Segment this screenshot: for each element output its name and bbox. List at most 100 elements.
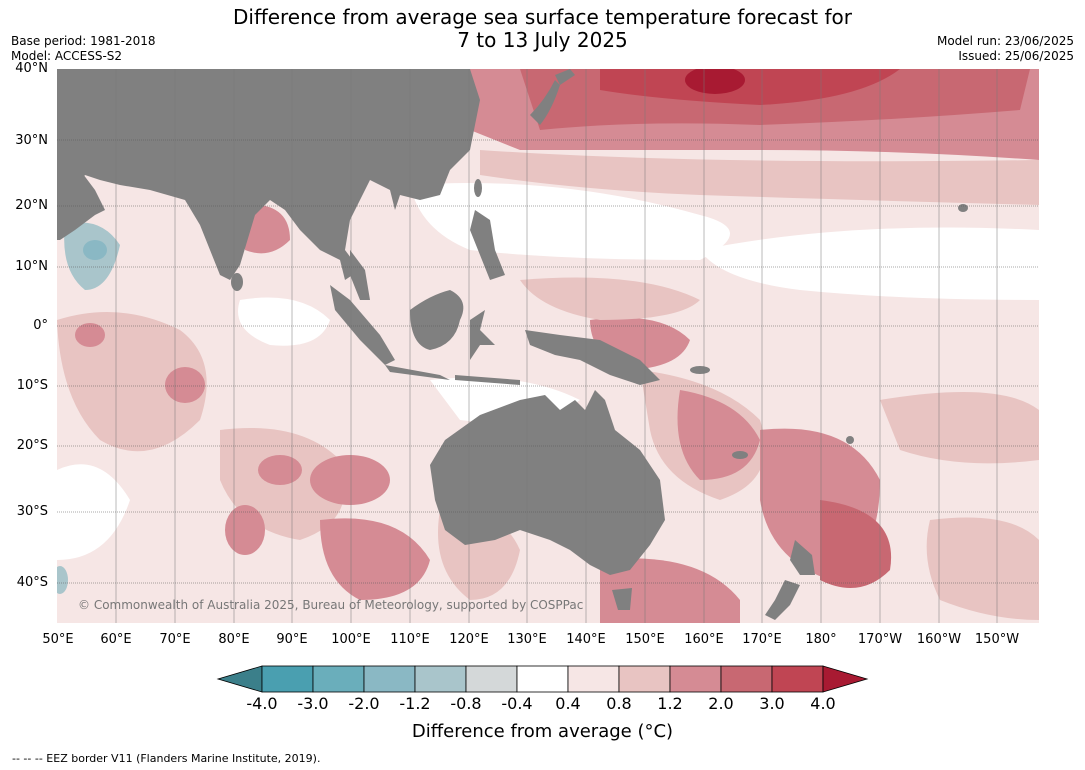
near-average-indian-equator	[238, 297, 330, 346]
colorbar-segment	[312, 665, 365, 693]
lon-label-60e: 60°E	[100, 632, 132, 647]
warm-patch-southeast-australia	[600, 558, 740, 623]
warm-patch-southwest-australia	[320, 518, 430, 600]
map-meridians	[115, 69, 998, 623]
colorbar-tick: 4.0	[810, 694, 836, 713]
peak-anomaly-patch	[685, 69, 745, 94]
subtropical-band	[480, 150, 1039, 205]
borneo	[410, 290, 464, 350]
lon-label-50e: 50°E	[42, 632, 74, 647]
new-zealand-north-island	[790, 540, 815, 575]
copyright-notice: © Commonwealth of Australia 2025, Bureau…	[78, 598, 584, 612]
sulawesi	[470, 310, 495, 360]
lon-label-150w: 150°W	[974, 632, 1020, 647]
new-caledonia	[732, 451, 748, 459]
lat-label-20s: 20°S	[16, 438, 48, 453]
lon-label-170e: 170°E	[742, 632, 782, 647]
lon-label-70e: 70°E	[159, 632, 191, 647]
warm-spot-indian-3	[310, 455, 390, 505]
lat-label-10n: 10°N	[15, 259, 48, 274]
warm-spot-indian-5	[258, 455, 302, 485]
colorbar-tick: -1.2	[399, 694, 431, 713]
near-average-central-pacific	[700, 227, 1039, 300]
colorbar-segment	[261, 665, 314, 693]
colorbar-segment	[669, 665, 722, 693]
colorbar-segment	[516, 665, 569, 693]
colorbar	[216, 665, 869, 693]
solomon-islands	[690, 366, 710, 374]
colorbar-segment	[720, 665, 773, 693]
map-title-line2: 7 to 13 July 2025	[457, 28, 628, 52]
tasmania	[612, 588, 632, 610]
lat-label-30n: 30°N	[15, 133, 48, 148]
asia-landmass	[57, 69, 480, 280]
lat-label-30s: 30°S	[16, 504, 48, 519]
hokkaido	[555, 69, 575, 85]
lat-label-0: 0°	[33, 318, 48, 333]
colorbar-segment	[567, 665, 620, 693]
warm-spot-indian-1	[165, 367, 205, 403]
java	[385, 365, 450, 380]
colorbar-tick: -0.4	[501, 694, 533, 713]
colorbar-label: Difference from average (°C)	[411, 721, 674, 742]
map-canvas	[57, 69, 1039, 623]
model-run: Model run: 23/06/2025	[936, 34, 1074, 48]
arabian-peninsula	[57, 160, 105, 240]
lon-label-160e: 160°E	[684, 632, 724, 647]
lat-label-40s: 40°S	[16, 575, 48, 590]
cool-spot-southwest	[57, 566, 68, 594]
hawaii	[958, 204, 968, 212]
hot-core-north-pacific	[600, 69, 900, 105]
colorbar-extend-high	[822, 665, 869, 693]
new-zealand-south-island	[765, 580, 800, 620]
colorbar-segment	[465, 665, 518, 693]
lon-label-170w: 170°W	[857, 632, 903, 647]
japan	[530, 80, 560, 125]
lon-label-140e: 140°E	[566, 632, 606, 647]
colorbar-tick: 2.0	[708, 694, 734, 713]
lesser-sunda-islands	[455, 375, 520, 385]
map-gridlines	[57, 139, 1039, 584]
land-masses	[57, 69, 968, 620]
colorbar-tick: 0.8	[606, 694, 632, 713]
warm-patch-south-pacific	[880, 392, 1039, 464]
eez-note: -- -- -- EEZ border V11 (Flanders Marine…	[12, 752, 321, 765]
warm-patch-southeast-pacific	[926, 517, 1039, 620]
new-guinea	[525, 330, 660, 385]
colorbar-tick: 1.2	[657, 694, 683, 713]
lon-label-120e: 120°E	[449, 632, 489, 647]
warm-band-equatorial-pacific	[520, 277, 700, 320]
lon-label-90e: 90°E	[276, 632, 308, 647]
lon-label-100e: 100°E	[331, 632, 371, 647]
lon-label-160w: 160°W	[916, 632, 962, 647]
lat-label-10s: 10°S	[16, 378, 48, 393]
sumatra	[330, 285, 395, 365]
lon-label-80e: 80°E	[218, 632, 250, 647]
australia	[430, 390, 665, 575]
warm-patch-central-indian	[57, 312, 207, 452]
taiwan	[474, 179, 482, 197]
map-title-line1: Difference from average sea surface temp…	[232, 5, 852, 29]
colorbar-tick: -4.0	[246, 694, 278, 713]
lon-label-180: 180°	[805, 632, 837, 647]
lon-label-130e: 130°E	[507, 632, 547, 647]
colorbar-tick: 0.4	[555, 694, 581, 713]
warm-core-tasman-sea	[820, 500, 892, 588]
malay-peninsula	[350, 250, 370, 300]
lat-label-20n: 20°N	[15, 198, 48, 213]
lon-label-150e: 150°E	[625, 632, 665, 647]
colorbar-tick: -0.8	[450, 694, 482, 713]
warm-spot-indian-4	[225, 505, 265, 555]
colorbar-segment	[363, 665, 416, 693]
lat-label-40n: 40°N	[15, 61, 48, 76]
philippines	[470, 210, 505, 280]
base-period: Base period: 1981-2018	[11, 34, 156, 48]
cool-core-arabian-sea	[83, 240, 107, 260]
colorbar-segment	[618, 665, 671, 693]
colorbar-segment	[771, 665, 824, 693]
colorbar-tick: -2.0	[348, 694, 380, 713]
lon-label-110e: 110°E	[390, 632, 430, 647]
fiji	[846, 436, 854, 444]
colorbar-segment	[414, 665, 467, 693]
